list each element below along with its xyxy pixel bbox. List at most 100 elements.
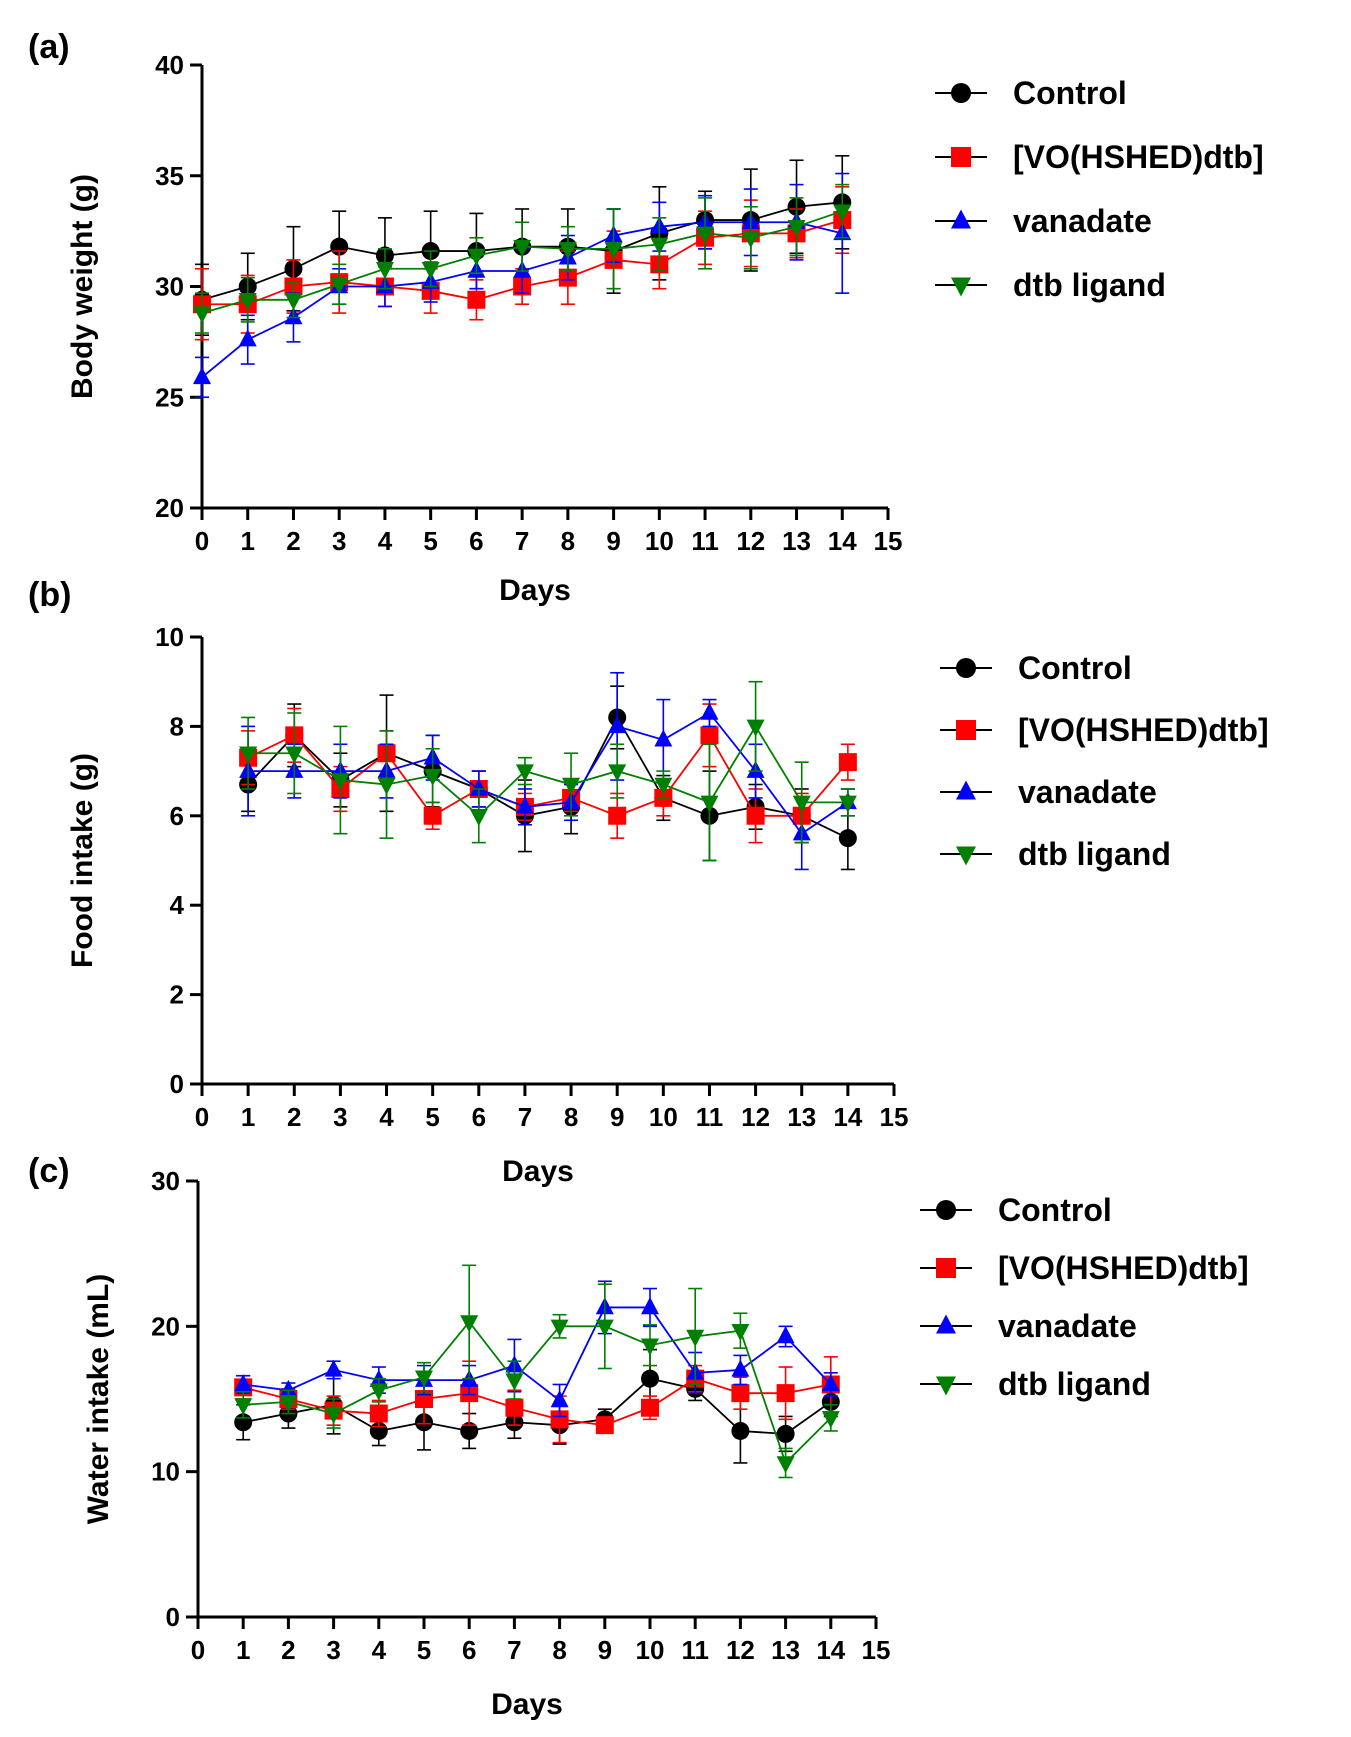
data-point xyxy=(279,1379,298,1398)
data-point xyxy=(238,329,257,347)
y-axis-title: Body weight (g) xyxy=(66,174,99,399)
legend-label: vanadate xyxy=(1018,774,1157,810)
x-tick-label: 12 xyxy=(741,1102,770,1132)
series-dtb ligand xyxy=(193,183,852,334)
legend: Control [VO(HSHED)dtb] vanadate dtb ligand xyxy=(920,1192,1249,1402)
legend-label: dtb ligand xyxy=(998,1366,1151,1402)
data-point xyxy=(469,809,488,827)
legend-marker xyxy=(936,1376,956,1396)
y-tick-label: 6 xyxy=(170,801,184,831)
x-tick-label: 4 xyxy=(372,1635,387,1665)
data-point xyxy=(821,1374,840,1392)
y-axis-title: Food intake (g) xyxy=(66,753,99,968)
x-tick-label: 5 xyxy=(425,1102,439,1132)
x-tick-label: 6 xyxy=(469,526,483,556)
x-tick-label: 15 xyxy=(874,526,903,556)
legend-item: dtb ligand xyxy=(920,1366,1151,1402)
y-tick-label: 0 xyxy=(166,1602,180,1632)
data-point xyxy=(505,1398,524,1417)
data-point xyxy=(792,795,811,813)
x-tick-label: 1 xyxy=(241,1102,255,1132)
data-point xyxy=(234,1398,253,1416)
data-point xyxy=(731,1421,750,1440)
x-tick-label: 9 xyxy=(598,1635,612,1665)
x-tick-label: 4 xyxy=(379,1102,394,1132)
legend-marker xyxy=(951,83,971,103)
series-line xyxy=(248,711,849,835)
x-tick-label: 1 xyxy=(240,526,254,556)
y-tick-label: 10 xyxy=(151,1457,180,1487)
data-point xyxy=(731,1323,750,1342)
legend-item: vanadate xyxy=(935,203,1152,239)
x-tick-label: 7 xyxy=(515,526,529,556)
data-point xyxy=(415,1370,433,1388)
data-point xyxy=(550,1319,569,1337)
y-tick-label: 2 xyxy=(170,980,184,1010)
data-point xyxy=(550,1390,569,1408)
data-point xyxy=(193,366,211,385)
x-tick-label: 0 xyxy=(195,526,209,556)
legend-marker xyxy=(956,720,976,740)
data-point xyxy=(369,1383,388,1401)
legend-label: [VO(HSHED)dtb] xyxy=(998,1250,1249,1286)
data-point xyxy=(787,219,806,238)
x-axis-title: Days xyxy=(491,1688,563,1721)
data-point xyxy=(731,1359,750,1377)
data-point xyxy=(821,1411,840,1429)
x-tick-label: 12 xyxy=(736,526,765,556)
legend-marker xyxy=(936,1258,956,1278)
data-point xyxy=(234,1374,253,1392)
panel-label: (a) xyxy=(28,28,70,66)
data-point xyxy=(369,1404,388,1423)
data-point xyxy=(469,778,488,796)
legend-marker xyxy=(951,147,971,167)
legend-marker xyxy=(956,846,976,866)
x-tick-label: 11 xyxy=(681,1635,709,1665)
data-point xyxy=(604,242,623,260)
data-point xyxy=(279,1395,298,1413)
x-tick-label: 3 xyxy=(333,1102,347,1132)
x-tick-label: 9 xyxy=(610,1102,624,1132)
data-point xyxy=(838,795,857,813)
series-dtb ligand xyxy=(234,1264,840,1479)
x-tick-label: 13 xyxy=(771,1635,800,1665)
legend-marker xyxy=(956,658,976,678)
data-point xyxy=(330,277,349,295)
legend-item: dtb ligand xyxy=(940,836,1171,872)
x-tick-label: 11 xyxy=(691,526,719,556)
x-tick-label: 0 xyxy=(191,1635,205,1665)
data-point xyxy=(324,1406,343,1424)
data-point xyxy=(421,262,440,280)
data-point xyxy=(513,239,532,257)
legend-label: [VO(HSHED)dtb] xyxy=(1018,712,1269,748)
data-point xyxy=(608,764,627,782)
y-tick-label: 30 xyxy=(155,272,184,302)
y-tick-label: 20 xyxy=(151,1311,180,1341)
x-axis-title: Days xyxy=(502,1155,574,1188)
y-tick-label: 30 xyxy=(151,1166,180,1196)
legend-label: vanadate xyxy=(1013,203,1152,239)
x-tick-label: 14 xyxy=(816,1635,845,1665)
y-tick-label: 0 xyxy=(170,1069,184,1099)
series-vanadate xyxy=(234,1280,840,1418)
x-tick-label: 10 xyxy=(645,526,674,556)
data-point xyxy=(467,248,486,266)
x-tick-label: 5 xyxy=(417,1635,431,1665)
data-point xyxy=(238,293,257,311)
legend-marker xyxy=(936,1314,956,1334)
x-tick-label: 8 xyxy=(564,1102,578,1132)
data-point xyxy=(641,1338,659,1356)
x-tick-label: 8 xyxy=(552,1635,566,1665)
data-point xyxy=(375,262,394,280)
data-point xyxy=(331,773,350,791)
x-tick-label: 10 xyxy=(636,1635,665,1665)
x-tick-label: 6 xyxy=(462,1635,476,1665)
x-tick-label: 14 xyxy=(833,1102,862,1132)
panel-label: (c) xyxy=(28,1152,70,1190)
legend-item: [VO(HSHED)dtb] xyxy=(940,712,1269,748)
legend-marker xyxy=(951,209,971,229)
data-point xyxy=(650,237,669,255)
data-point xyxy=(654,729,673,747)
